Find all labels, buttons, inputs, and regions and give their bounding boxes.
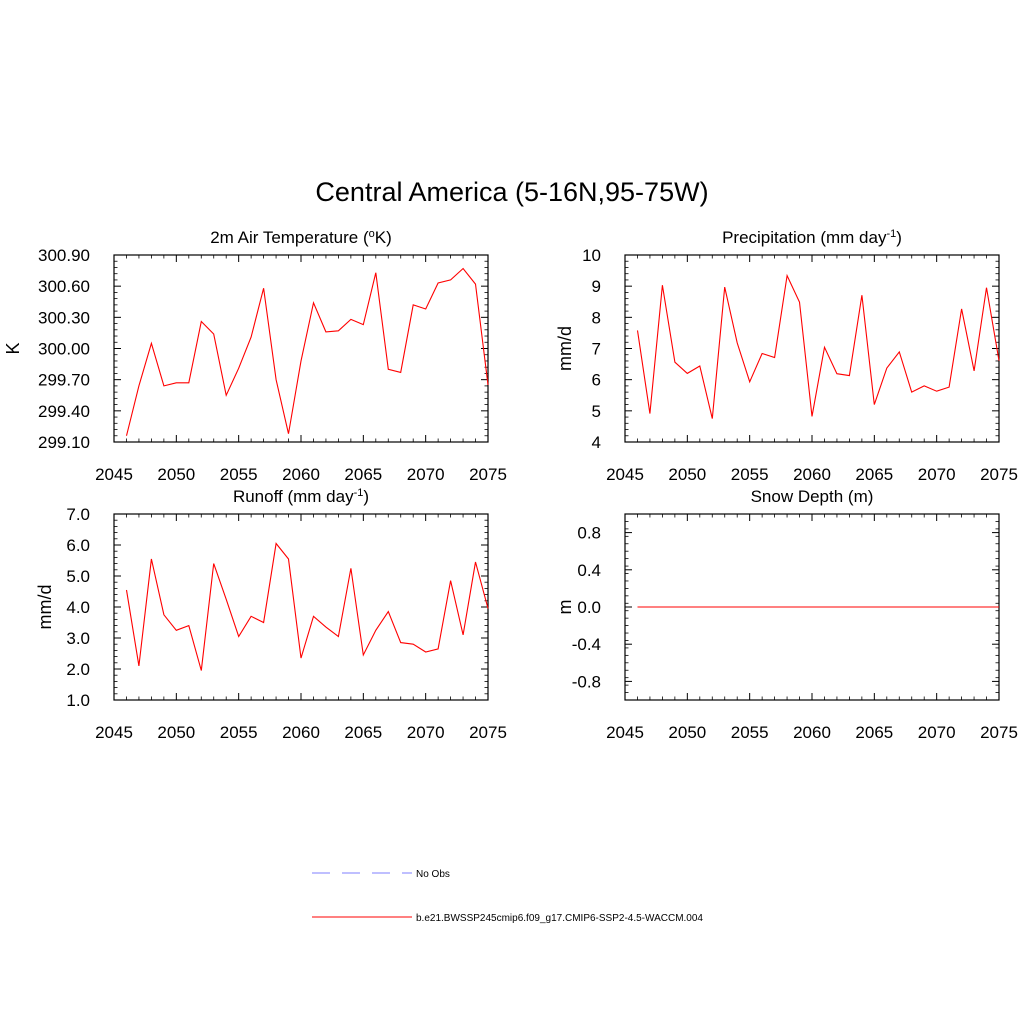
x-tick-label: 2055 [220,723,258,742]
figure-title: Central America (5-16N,95-75W) [315,177,708,207]
y-tick-label: -0.8 [572,672,601,691]
x-tick-label: 2050 [157,465,195,484]
y-tick-label: 300.60 [38,277,90,296]
y-tick-label: 10 [582,246,601,265]
legend: No Obs b.e21.BWSSP245cmip6.f09_g17.CMIP6… [312,869,703,924]
panel-title: 2m Air Temperature (oK) [210,228,392,247]
x-tick-label: 2075 [980,723,1018,742]
series-line [125,542,489,671]
y-tick-label: 299.40 [38,402,90,421]
x-tick-label: 2065 [344,465,382,484]
x-tick-label: 2070 [918,465,956,484]
x-tick-label: 2060 [282,465,320,484]
x-tick-label: 2055 [731,465,769,484]
x-tick-label: 2045 [95,465,133,484]
x-tick-label: 2065 [344,723,382,742]
panel-title: Snow Depth (m) [751,487,874,506]
y-tick-label: 5 [592,402,601,421]
plot-frame [113,254,489,443]
y-axis-label: mm/d [555,326,575,371]
panel-title: Precipitation (mm day-1) [722,228,902,247]
x-tick-label: 2055 [731,723,769,742]
legend-obs-label: No Obs [416,869,450,880]
y-tick-label: 0.0 [577,598,601,617]
panel-title: Runoff (mm day-1) [233,487,369,506]
x-tick-label: 2070 [918,723,956,742]
y-tick-label: 8 [592,308,601,327]
y-tick-label: 6 [592,371,601,390]
series-line [125,267,489,436]
x-tick-label: 2045 [606,723,644,742]
y-tick-label: 3.0 [66,629,90,648]
y-tick-label: 1.0 [66,691,90,710]
x-tick-label: 2065 [855,723,893,742]
x-tick-label: 2070 [407,723,445,742]
x-tick-label: 2070 [407,465,445,484]
panels: 2045 2050 2055 2060 2065 2070 2075 299.10 299.40… [3,228,1018,742]
panel-snow-depth: 2045 2050 2055 2060 2065 2070 2075 -0.8 -0.4 0.0 0… [555,487,1018,742]
x-tick-label: 2045 [95,723,133,742]
x-tick-label: 2060 [793,723,831,742]
x-tick-label: 2075 [980,465,1018,484]
y-tick-label: 9 [592,277,601,296]
panel-precipitation: 2045 2050 2055 2060 2065 2070 2075 4 5 6 7 8 9 10 Prec… [555,228,1018,484]
x-tick-label: 2060 [282,723,320,742]
panel-temperature: 2045 2050 2055 2060 2065 2070 2075 299.10 299.40… [3,228,507,484]
x-tick-label: 2050 [668,465,706,484]
y-tick-label: 299.70 [38,371,90,390]
x-tick-label: 2050 [157,723,195,742]
x-tick-label: 2065 [855,465,893,484]
y-axis-label: K [3,342,23,354]
y-axis-label: mm/d [35,585,55,630]
y-tick-label: 300.90 [38,246,90,265]
y-tick-label: 299.10 [38,433,90,452]
x-tick-label: 2045 [606,465,644,484]
y-tick-label: 2.0 [66,660,90,679]
y-axis-label: m [555,600,575,615]
y-tick-label: 4 [592,433,601,452]
x-tick-label: 2075 [469,723,507,742]
y-tick-label: 0.4 [577,561,601,580]
y-tick-label: 5.0 [66,567,90,586]
x-tick-label: 2050 [668,723,706,742]
x-tick-label: 2055 [220,465,258,484]
y-tick-label: 7.0 [66,505,90,524]
y-tick-label: 4.0 [66,598,90,617]
panel-runoff: 2045 2050 2055 2060 2065 2070 2075 1.0 2.0 3.0 4.0… [35,487,507,742]
y-tick-label: 6.0 [66,536,90,555]
y-tick-label: 300.30 [38,308,90,327]
y-tick-label: 0.8 [577,524,601,543]
x-tick-label: 2075 [469,465,507,484]
y-tick-label: 300.00 [38,340,90,359]
plot-frame [113,513,489,701]
y-tick-label: 7 [592,340,601,359]
legend-model-label: b.e21.BWSSP245cmip6.f09_g17.CMIP6-SSP2-4… [416,913,703,924]
y-tick-label: -0.4 [572,635,601,654]
series-line [636,273,1000,419]
x-tick-label: 2060 [793,465,831,484]
